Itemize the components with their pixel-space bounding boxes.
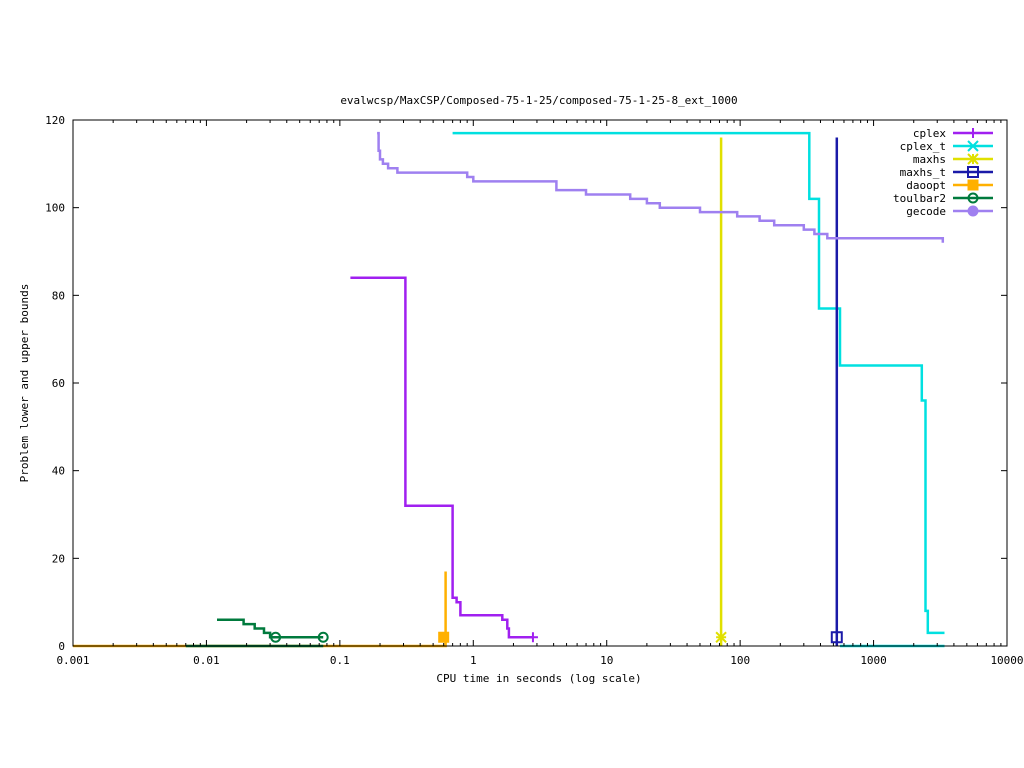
legend-label-gecode: gecode (906, 205, 946, 218)
point-cplex (527, 632, 538, 643)
series-line-cplex (350, 276, 533, 639)
legend-label-daoopt: daoopt (906, 179, 946, 192)
x-tick-label: 1000 (860, 654, 887, 667)
legend-label-maxhs: maxhs (913, 153, 946, 166)
legend-marker-gecode (967, 205, 979, 217)
y-axis: 0 20 40 60 80 100 120 (45, 114, 1007, 653)
legend-label-toulbar2: toulbar2 (893, 192, 946, 205)
legend-marker-daoopt (967, 179, 979, 191)
series-line-gecode (377, 131, 945, 243)
series-maxhs (715, 137, 727, 646)
y-tick-label: 120 (45, 114, 65, 127)
x-tick-label: 0.01 (193, 654, 220, 667)
point-maxhs (715, 631, 727, 643)
point-toulbar2 (317, 631, 329, 643)
y-tick-label: 80 (52, 289, 65, 302)
x-tick-label: 10000 (990, 654, 1023, 667)
x-axis-label: CPU time in seconds (log scale) (436, 672, 641, 685)
series-cplex (350, 276, 538, 643)
legend: cplexcplex_tmaxhsmaxhs_tdaoopttoulbar2ge… (893, 127, 993, 218)
x-tick-label: 1 (470, 654, 477, 667)
series-line-toulbar2 (217, 618, 324, 639)
y-axis-label: Problem lower and upper bounds (18, 284, 31, 483)
x-axis: 0.001 0.01 0.1 1 10 100 1000 10000 (56, 120, 1024, 667)
chart-title: evalwcsp/MaxCSP/Composed-75-1-25/compose… (340, 94, 737, 107)
x-tick-label: 100 (730, 654, 750, 667)
y-tick-label: 100 (45, 202, 65, 215)
legend-marker-maxhs_t (967, 166, 979, 178)
y-tick-label: 40 (52, 465, 65, 478)
point-maxhs_t (830, 631, 843, 644)
y-tick-label: 0 (58, 640, 65, 653)
legend-label-cplex_t: cplex_t (900, 140, 946, 153)
legend-marker-toulbar2 (967, 192, 979, 204)
series-line-cplex_t (452, 131, 945, 635)
legend-label-cplex: cplex (913, 127, 946, 140)
legend-marker-cplex_t (967, 140, 979, 152)
y-tick-label: 60 (52, 377, 65, 390)
x-tick-label: 10 (600, 654, 613, 667)
x-tick-label: 0.1 (330, 654, 350, 667)
legend-marker-cplex (968, 128, 978, 138)
legend-marker-cplex_t-b (967, 140, 979, 152)
point-daoopt (438, 631, 450, 643)
point-maxhs-b (715, 631, 727, 643)
series-gecode (377, 131, 945, 243)
legend-marker-maxhs (967, 153, 979, 165)
legend-marker-maxhs-b (967, 153, 979, 165)
point-toulbar2 (270, 631, 282, 643)
x-tick-label: 0.001 (56, 654, 89, 667)
y-tick-label: 20 (52, 552, 65, 565)
series-maxhs_t (830, 137, 843, 646)
legend-label-maxhs_t: maxhs_t (900, 166, 946, 179)
